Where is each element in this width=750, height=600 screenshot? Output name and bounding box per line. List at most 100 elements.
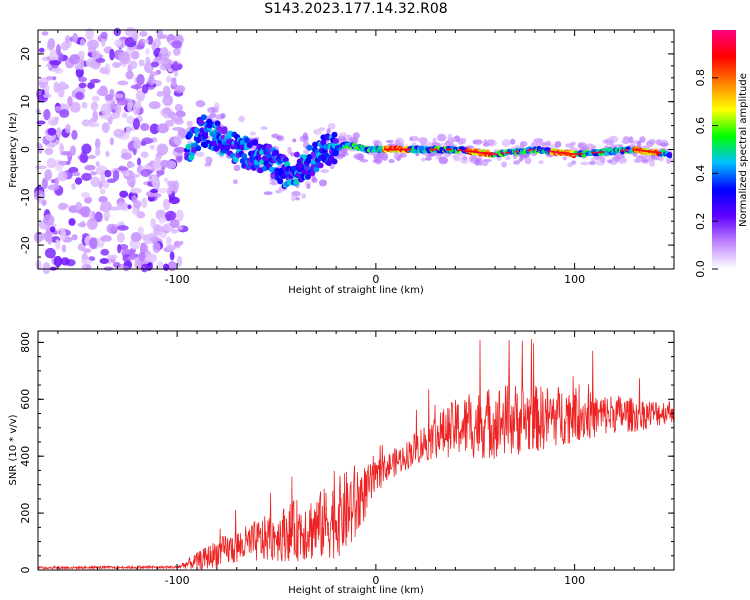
halo-cell xyxy=(393,151,400,159)
noise-cell xyxy=(87,39,99,50)
snr-x-ticks: -100 0 100 xyxy=(57,331,655,587)
noise-cell xyxy=(90,101,99,111)
noise-cell xyxy=(117,243,122,254)
noise-cell xyxy=(133,140,142,150)
halo-cell xyxy=(618,158,627,164)
signal-core-cell xyxy=(407,148,412,151)
halo-cell xyxy=(414,137,419,142)
noise-cell xyxy=(152,241,161,254)
halo-cell xyxy=(353,154,360,159)
noise-cell xyxy=(166,186,173,195)
noise-cell xyxy=(145,254,158,263)
halo-cell xyxy=(570,141,576,146)
signal-cell xyxy=(241,153,248,160)
noise-cell xyxy=(77,243,86,251)
halo-cell xyxy=(320,169,330,174)
halo-cell xyxy=(554,140,562,148)
noise-cell xyxy=(130,231,141,242)
colorbar-tick-label: 0.6 xyxy=(694,117,707,135)
noise-cell xyxy=(176,155,183,161)
colorbar-gradient xyxy=(712,30,736,269)
halo-cell xyxy=(590,156,599,161)
noise-cell xyxy=(127,102,133,113)
noise-cell xyxy=(80,191,91,198)
noise-cell xyxy=(95,161,100,167)
noise-cell xyxy=(154,156,161,169)
noise-cell xyxy=(36,120,46,125)
noise-cell xyxy=(100,103,112,115)
spectrogram-y-label: Frequency (Hz) xyxy=(8,112,19,188)
noise-cell xyxy=(136,74,145,86)
signal-cell xyxy=(306,154,313,161)
noise-cell xyxy=(179,240,184,245)
signal-core-cell xyxy=(591,151,596,154)
halo-cell xyxy=(260,126,268,130)
halo-cell xyxy=(483,139,488,147)
noise-cell xyxy=(47,37,56,50)
colorbar-ticks: 0.0 0.2 0.4 0.6 0.8 xyxy=(694,69,718,278)
halo-cell xyxy=(482,159,489,167)
y-tick-label: 200 xyxy=(19,503,32,524)
colorbar: 0.0 0.2 0.4 0.6 0.8 Normalized spectral ampl… xyxy=(694,30,749,278)
noise-cell xyxy=(176,255,183,267)
halo-cell xyxy=(648,138,656,145)
noise-cell xyxy=(140,263,149,273)
noise-cell xyxy=(147,35,154,45)
snr-x-label: Height of straight line (km) xyxy=(288,585,424,596)
noise-cell xyxy=(138,59,145,67)
halo-cell xyxy=(269,181,277,185)
signal-core-cell xyxy=(579,152,584,155)
halo-cell xyxy=(637,155,648,160)
signal-core-cell xyxy=(505,151,510,154)
halo-cell xyxy=(311,175,317,182)
noise-cell xyxy=(174,85,186,94)
halo-cell xyxy=(459,137,467,145)
halo-cell xyxy=(233,164,241,172)
signal-cell xyxy=(224,144,231,151)
x-tick-label: 100 xyxy=(564,273,585,286)
noise-cell xyxy=(88,210,94,221)
halo-cell xyxy=(545,140,552,147)
noise-cell xyxy=(165,244,177,251)
noise-cell xyxy=(119,54,131,65)
noise-cell xyxy=(94,138,101,149)
snr-panel: -100 0 100 0 200 400 600 800 Height of straigh… xyxy=(8,330,675,596)
noise-cell xyxy=(77,222,87,227)
noise-cell xyxy=(81,101,88,109)
noise-cell xyxy=(130,187,142,194)
noise-cell xyxy=(174,103,184,112)
halo-cell xyxy=(402,152,408,158)
halo-cell xyxy=(292,138,297,143)
noise-cell xyxy=(49,226,56,233)
noise-cell xyxy=(140,123,150,131)
noise-cell xyxy=(86,218,98,230)
spectrogram-x-label: Height of straight line (km) xyxy=(288,285,424,296)
noise-cell xyxy=(78,82,87,89)
noise-cell xyxy=(99,114,111,119)
noise-cell xyxy=(60,41,70,51)
noise-cell xyxy=(123,265,130,272)
halo-cell xyxy=(213,102,220,110)
halo-cell xyxy=(302,132,309,141)
noise-cell xyxy=(72,172,81,177)
halo-cell xyxy=(388,158,395,164)
halo-cell xyxy=(562,156,568,161)
noise-cell xyxy=(121,112,128,119)
noise-cell xyxy=(71,129,78,140)
halo-cell xyxy=(421,157,426,162)
snr-series-line xyxy=(37,339,675,571)
halo-cell xyxy=(411,142,417,147)
noise-cell xyxy=(88,237,98,250)
halo-cell xyxy=(336,156,343,160)
halo-cell xyxy=(196,151,205,158)
noise-cell xyxy=(135,89,146,102)
noise-cell xyxy=(127,162,135,168)
noise-cell xyxy=(43,214,55,226)
noise-cell xyxy=(47,235,53,245)
signal-cell xyxy=(280,173,287,180)
halo-cell xyxy=(303,149,310,154)
halo-cell xyxy=(290,194,296,202)
halo-cell xyxy=(204,155,211,163)
noise-cell xyxy=(116,232,125,243)
halo-cell xyxy=(418,137,428,144)
